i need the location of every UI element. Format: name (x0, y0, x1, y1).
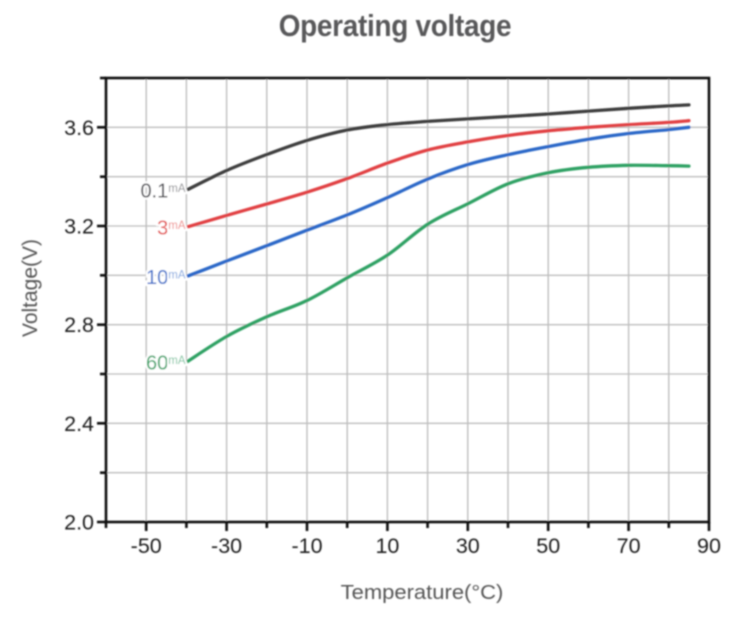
svg-text:2.8: 2.8 (64, 313, 94, 337)
svg-text:2.0: 2.0 (64, 511, 94, 535)
svg-text:30: 30 (456, 534, 480, 558)
svg-text:3mA: 3mA (157, 217, 186, 239)
svg-text:2.4: 2.4 (64, 412, 94, 436)
svg-text:10: 10 (375, 534, 399, 558)
svg-text:60mA: 60mA (146, 352, 186, 374)
svg-text:-30: -30 (211, 534, 242, 558)
svg-text:3.2: 3.2 (64, 215, 94, 239)
svg-text:90: 90 (697, 534, 721, 558)
svg-text:10mA: 10mA (146, 267, 186, 289)
svg-text:Voltage(V): Voltage(V) (19, 239, 42, 337)
svg-text:-10: -10 (291, 534, 322, 558)
svg-text:3.6: 3.6 (64, 116, 94, 140)
svg-text:70: 70 (617, 534, 641, 558)
svg-text:-50: -50 (131, 534, 162, 558)
svg-text:Temperature(°C): Temperature(°C) (341, 582, 504, 604)
svg-text:0.1mA: 0.1mA (140, 180, 185, 202)
svg-text:50: 50 (536, 534, 560, 558)
svg-text:Operating voltage: Operating voltage (279, 9, 512, 44)
